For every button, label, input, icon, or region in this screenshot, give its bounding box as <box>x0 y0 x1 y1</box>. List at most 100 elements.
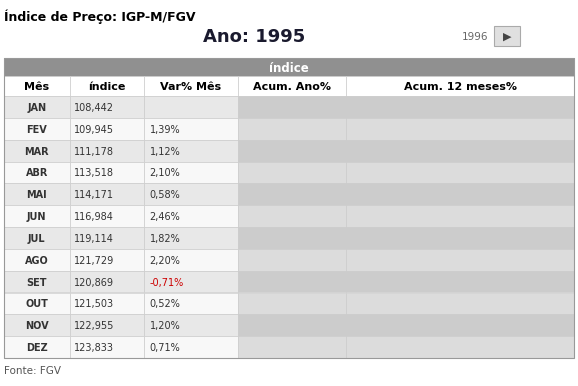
Bar <box>238 96 346 118</box>
Text: 120,869: 120,869 <box>73 278 113 288</box>
Bar <box>238 293 346 314</box>
Bar <box>69 249 144 271</box>
Text: 111,178: 111,178 <box>73 147 113 157</box>
Bar <box>69 227 144 249</box>
Text: AGO: AGO <box>25 256 49 266</box>
Bar <box>238 271 346 293</box>
Bar <box>346 205 574 227</box>
Bar <box>69 314 144 336</box>
Text: 0,58%: 0,58% <box>150 190 180 200</box>
Bar <box>346 271 574 293</box>
Text: 1996: 1996 <box>462 32 488 42</box>
Bar <box>69 183 144 205</box>
Text: 2,46%: 2,46% <box>150 212 180 222</box>
Bar <box>346 96 574 118</box>
Bar <box>238 183 346 205</box>
Bar <box>346 227 574 249</box>
Text: 108,442: 108,442 <box>73 103 113 113</box>
Text: 119,114: 119,114 <box>73 234 113 244</box>
Bar <box>69 293 144 314</box>
Bar <box>238 140 346 161</box>
Text: Acum. 12 meses%: Acum. 12 meses% <box>403 82 517 92</box>
Text: índice: índice <box>269 61 309 74</box>
Text: ▶: ▶ <box>503 32 512 42</box>
Text: FEV: FEV <box>27 125 47 135</box>
Bar <box>4 205 69 227</box>
Bar <box>144 249 238 271</box>
Bar <box>238 205 346 227</box>
Bar <box>144 293 238 314</box>
Bar <box>69 271 144 293</box>
Bar <box>346 161 574 183</box>
Bar <box>346 183 574 205</box>
Text: Acum. Ano%: Acum. Ano% <box>253 82 331 92</box>
Bar <box>346 76 574 96</box>
Bar <box>4 227 69 249</box>
Bar <box>346 293 574 314</box>
Bar <box>4 314 69 336</box>
Text: SET: SET <box>27 278 47 288</box>
Text: 123,833: 123,833 <box>73 343 113 353</box>
Text: Índice de Preço: IGP-M/FGV: Índice de Preço: IGP-M/FGV <box>4 10 195 24</box>
Bar <box>4 96 69 118</box>
Text: 113,518: 113,518 <box>73 168 113 178</box>
Bar <box>346 118 574 140</box>
Text: 0,52%: 0,52% <box>150 300 180 310</box>
Bar <box>144 118 238 140</box>
Bar <box>144 76 238 96</box>
Text: JUN: JUN <box>27 212 46 222</box>
Text: 121,503: 121,503 <box>73 300 114 310</box>
Bar <box>238 76 346 96</box>
Text: Ano: 1995: Ano: 1995 <box>203 28 305 46</box>
Text: JUL: JUL <box>28 234 46 244</box>
Bar <box>346 249 574 271</box>
Text: -0,71%: -0,71% <box>150 278 184 288</box>
Bar <box>69 76 144 96</box>
Bar <box>4 271 69 293</box>
Bar <box>144 271 238 293</box>
Bar <box>4 183 69 205</box>
Bar <box>346 140 574 161</box>
Text: NOV: NOV <box>25 321 49 331</box>
Bar <box>238 227 346 249</box>
Text: 109,945: 109,945 <box>73 125 113 135</box>
Bar <box>144 314 238 336</box>
Bar <box>69 96 144 118</box>
Bar <box>144 140 238 161</box>
Bar <box>4 140 69 161</box>
Text: 1,82%: 1,82% <box>150 234 180 244</box>
Bar <box>69 161 144 183</box>
Bar <box>69 118 144 140</box>
Bar <box>4 293 69 314</box>
Bar <box>4 161 69 183</box>
Text: 1,39%: 1,39% <box>150 125 180 135</box>
Text: 114,171: 114,171 <box>73 190 113 200</box>
Bar <box>144 336 238 358</box>
Bar <box>69 140 144 161</box>
Bar <box>69 336 144 358</box>
Text: DEZ: DEZ <box>26 343 47 353</box>
Text: índice: índice <box>88 82 125 92</box>
Bar <box>238 118 346 140</box>
Bar <box>4 58 574 76</box>
Text: 122,955: 122,955 <box>73 321 114 331</box>
Text: Var% Mês: Var% Mês <box>160 82 221 92</box>
Text: 1,12%: 1,12% <box>150 147 180 157</box>
Text: OUT: OUT <box>25 300 48 310</box>
Bar <box>346 314 574 336</box>
Text: JAN: JAN <box>27 103 46 113</box>
Bar <box>144 183 238 205</box>
Bar <box>144 227 238 249</box>
Text: 1,20%: 1,20% <box>150 321 180 331</box>
Bar <box>4 249 69 271</box>
Bar <box>238 336 346 358</box>
Text: ABR: ABR <box>25 168 48 178</box>
Text: MAI: MAI <box>27 190 47 200</box>
Bar <box>4 76 69 96</box>
Text: Mês: Mês <box>24 82 49 92</box>
Text: Fonte: FGV: Fonte: FGV <box>4 366 61 376</box>
Text: 0,71%: 0,71% <box>150 343 180 353</box>
Bar <box>69 205 144 227</box>
Bar <box>4 118 69 140</box>
Bar <box>144 205 238 227</box>
